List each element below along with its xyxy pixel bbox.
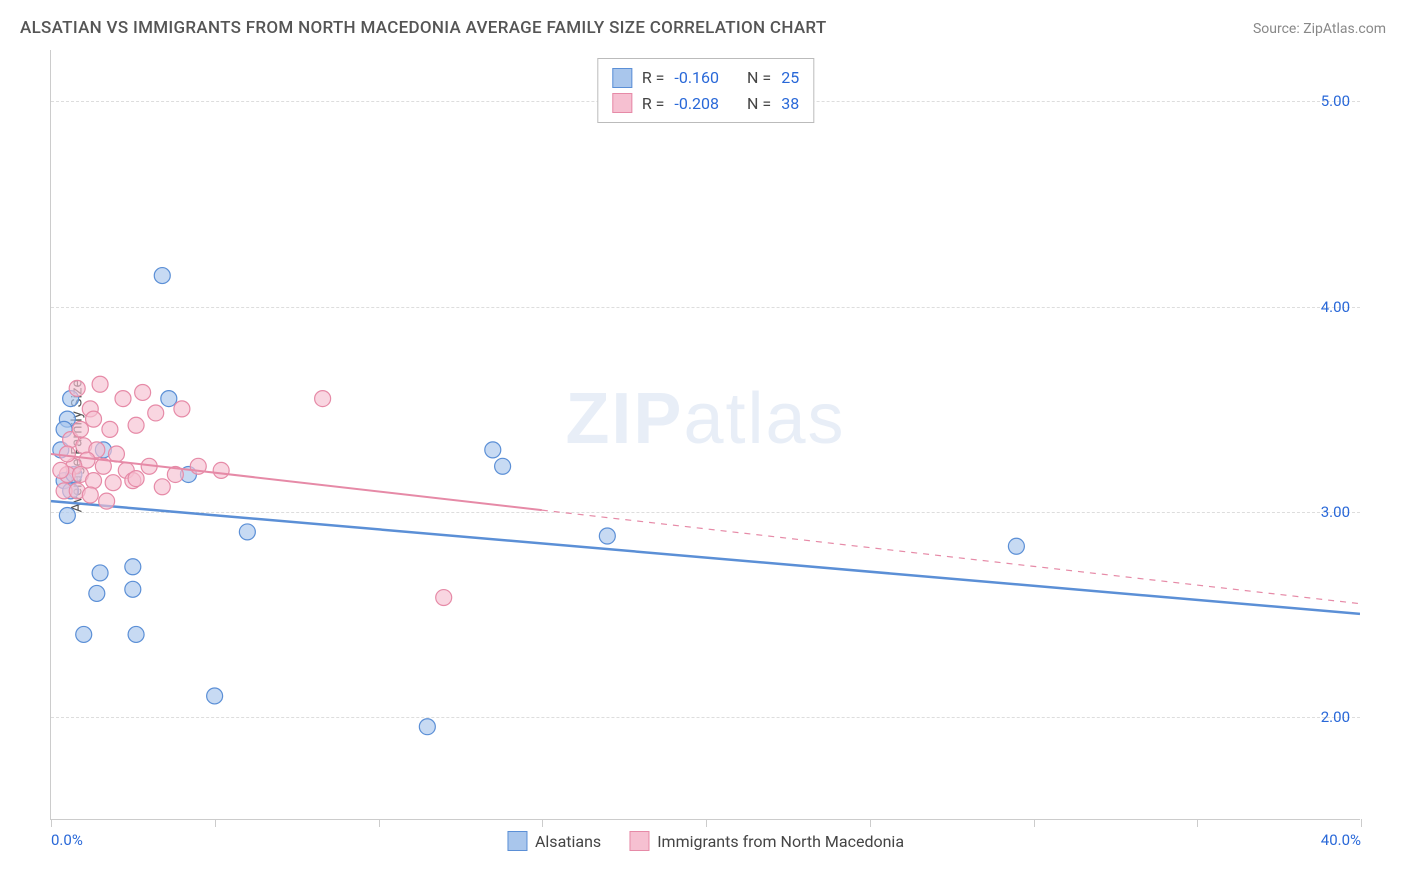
- x-tick: [379, 819, 380, 827]
- x-tick-label: 40.0%: [1321, 831, 1361, 849]
- legend-label: Immigrants from North Macedonia: [657, 832, 904, 851]
- x-tick: [1197, 819, 1198, 827]
- chart-title: ALSATIAN VS IMMIGRANTS FROM NORTH MACEDO…: [20, 18, 827, 38]
- x-tick-label: 0.0%: [51, 831, 83, 849]
- x-tick: [1034, 819, 1035, 827]
- x-tick: [706, 819, 707, 827]
- stat-r-label: R =: [642, 91, 665, 117]
- stat-n-value: 38: [781, 91, 799, 117]
- data-point: [1008, 538, 1024, 554]
- correlation-legend: R = -0.160 N = 25 R = -0.208 N = 38: [597, 58, 814, 123]
- source-attribution: Source: ZipAtlas.com: [1253, 21, 1386, 37]
- stat-r-label: R =: [642, 65, 665, 91]
- data-point: [174, 401, 190, 417]
- legend-label: Alsatians: [535, 832, 601, 851]
- legend-item: Immigrants from North Macedonia: [629, 831, 904, 851]
- stat-r-value: -0.160: [674, 65, 719, 91]
- legend-item: Alsatians: [507, 831, 601, 851]
- data-point: [315, 391, 331, 407]
- data-point: [128, 471, 144, 487]
- data-point: [161, 391, 177, 407]
- data-point: [72, 421, 88, 437]
- x-tick: [1361, 819, 1362, 827]
- data-point: [154, 268, 170, 284]
- legend-swatch: [612, 68, 632, 88]
- legend-stat-row: R = -0.160 N = 25: [612, 65, 799, 91]
- data-point: [92, 376, 108, 392]
- x-tick: [51, 819, 52, 827]
- stat-n-label: N =: [747, 65, 771, 91]
- series-legend: Alsatians Immigrants from North Macedonia: [507, 831, 904, 851]
- legend-swatch: [507, 831, 527, 851]
- data-point: [115, 391, 131, 407]
- data-point: [108, 446, 124, 462]
- data-point: [99, 493, 115, 509]
- data-point: [419, 719, 435, 735]
- legend-swatch: [612, 93, 632, 113]
- source-name: ZipAtlas.com: [1303, 21, 1386, 37]
- data-point: [154, 479, 170, 495]
- data-point: [125, 581, 141, 597]
- data-point: [59, 446, 75, 462]
- plot-area: ZIPatlas 2.003.004.005.00 0.0%40.0% R =-…: [50, 50, 1360, 820]
- trend-line: [51, 501, 1360, 614]
- data-point: [128, 626, 144, 642]
- x-tick: [215, 819, 216, 827]
- data-point: [76, 626, 92, 642]
- stat-n-label: N =: [747, 91, 771, 117]
- data-point: [86, 473, 102, 489]
- data-point: [59, 508, 75, 524]
- data-point: [82, 487, 98, 503]
- data-point: [53, 462, 69, 478]
- data-point: [213, 462, 229, 478]
- data-point: [599, 528, 615, 544]
- trend-line-extrapolated: [542, 510, 1360, 604]
- legend-stat-row: R = -0.208 N = 38: [612, 91, 799, 117]
- x-tick: [870, 819, 871, 827]
- data-point: [89, 585, 105, 601]
- scatter-svg: [51, 50, 1360, 819]
- data-point: [102, 421, 118, 437]
- data-point: [125, 559, 141, 575]
- data-point: [135, 384, 151, 400]
- data-point: [86, 411, 102, 427]
- legend-swatch: [629, 831, 649, 851]
- data-point: [485, 442, 501, 458]
- data-point: [495, 458, 511, 474]
- data-point: [207, 688, 223, 704]
- data-point: [128, 417, 144, 433]
- data-point: [105, 475, 121, 491]
- data-point: [69, 380, 85, 396]
- stat-n-value: 25: [781, 65, 799, 91]
- data-point: [92, 565, 108, 581]
- data-point: [436, 590, 452, 606]
- stat-r-value: -0.208: [674, 91, 719, 117]
- x-tick: [542, 819, 543, 827]
- source-prefix: Source:: [1253, 21, 1303, 37]
- data-point: [239, 524, 255, 540]
- data-point: [148, 405, 164, 421]
